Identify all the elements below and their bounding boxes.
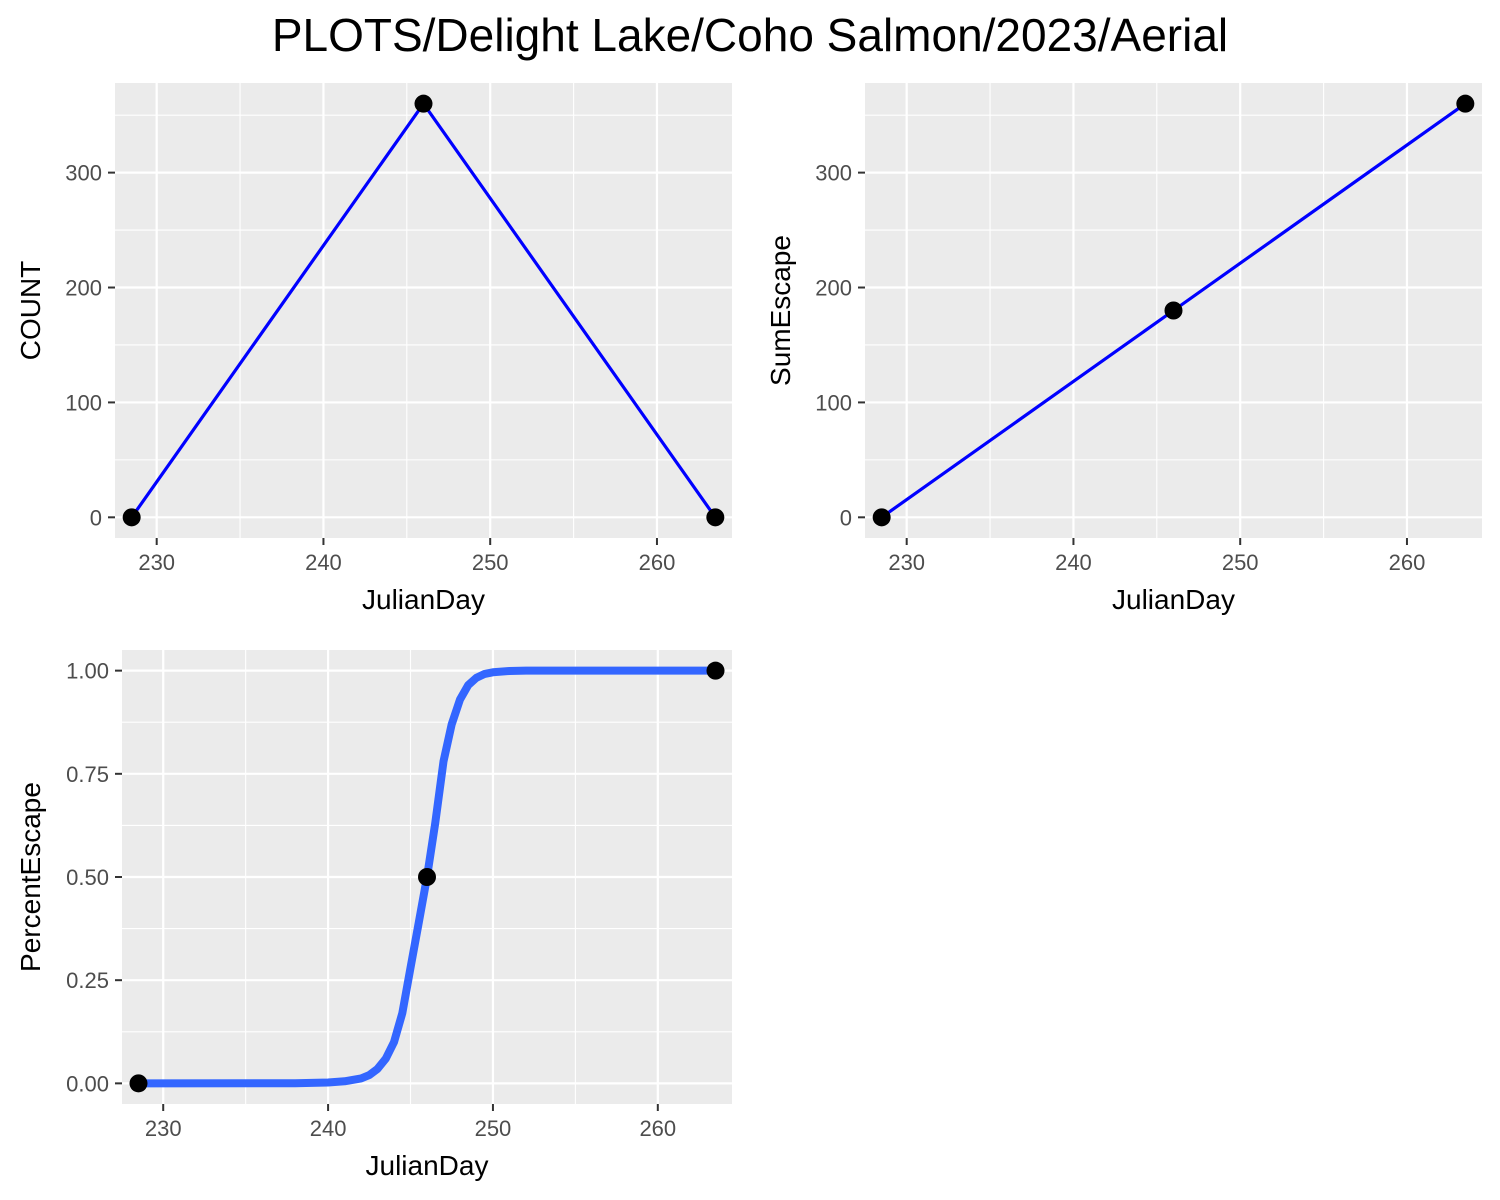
data-point: [122, 508, 141, 527]
x-tick-label: 250: [472, 550, 509, 575]
x-axis-title: JulianDay: [362, 584, 485, 615]
x-tick-label: 260: [639, 550, 676, 575]
x-axis-title: JulianDay: [1112, 584, 1235, 615]
data-point: [872, 508, 891, 527]
y-axis-title: COUNT: [15, 261, 46, 361]
x-axis-title: JulianDay: [366, 1150, 489, 1181]
y-tick-label: 0.75: [66, 762, 109, 787]
panel-background: [115, 83, 732, 538]
x-tick-label: 230: [888, 550, 925, 575]
panel-sum-escape: 230 240 250 260 0 100 200 300 JulianDay SumEscape: [765, 83, 1482, 615]
x-tick-label: 240: [310, 1116, 347, 1141]
x-tick-label: 260: [1389, 550, 1426, 575]
x-tick-label: 240: [305, 550, 342, 575]
data-point: [706, 508, 725, 527]
x-tick-label: 230: [138, 550, 175, 575]
y-tick-label: 0.50: [66, 865, 109, 890]
data-point: [1456, 94, 1475, 113]
x-tick-label: 250: [1222, 550, 1259, 575]
y-tick-label: 200: [65, 276, 102, 301]
y-tick-label: 100: [65, 390, 102, 415]
data-point: [418, 868, 436, 886]
panel-count: 230 240 250 260 0 100 200 300 JulianDay COUNT: [15, 83, 732, 615]
x-tick-label: 260: [639, 1116, 676, 1141]
data-point: [129, 1074, 148, 1093]
data-point: [706, 661, 725, 680]
x-tick-label: 240: [1055, 550, 1092, 575]
y-tick-label: 0.25: [66, 968, 109, 993]
y-tick-label: 1.00: [66, 659, 109, 684]
y-tick-label: 0: [840, 505, 852, 530]
y-tick-label: 200: [815, 276, 852, 301]
y-axis-title: SumEscape: [765, 235, 796, 386]
panel-percent-escape: 230 240 250 260 0.00 0.25 0.50 0.75 1.00 JulianDa…: [15, 650, 732, 1181]
data-point: [414, 94, 433, 113]
y-tick-label: 100: [815, 390, 852, 415]
y-tick-label: 0: [90, 505, 102, 530]
y-tick-label: 300: [65, 161, 102, 186]
figure-title: PLOTS/Delight Lake/Coho Salmon/2023/Aeri…: [272, 9, 1228, 61]
y-axis-title: PercentEscape: [15, 782, 46, 972]
y-tick-label: 0.00: [66, 1071, 109, 1096]
data-point: [1164, 301, 1183, 320]
x-tick-label: 250: [475, 1116, 512, 1141]
y-tick-label: 300: [815, 161, 852, 186]
x-tick-label: 230: [145, 1116, 182, 1141]
